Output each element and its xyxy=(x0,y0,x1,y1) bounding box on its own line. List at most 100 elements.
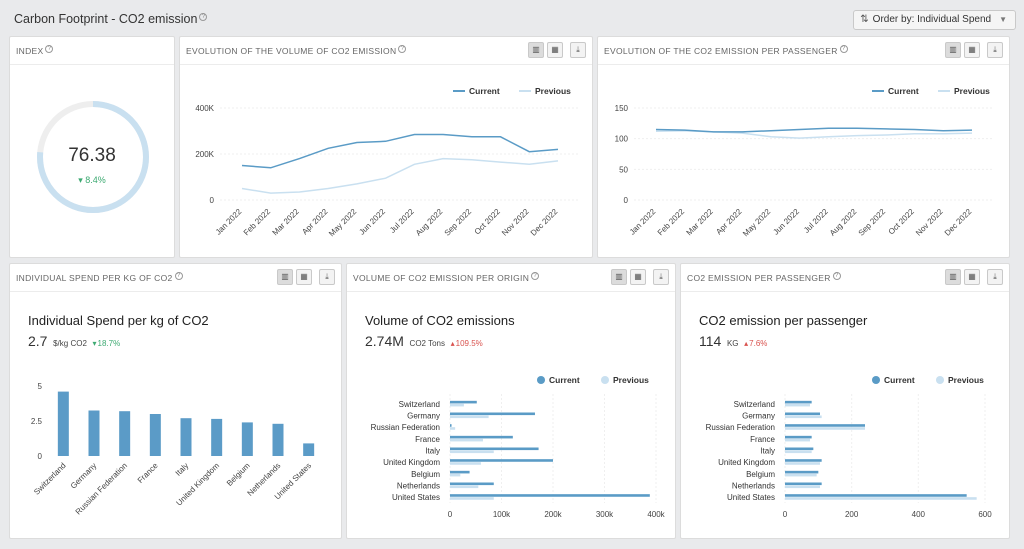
x-tick-label: Jun 2022 xyxy=(357,207,387,237)
x-tick-label: Jun 2022 xyxy=(771,207,801,237)
bar xyxy=(241,422,253,456)
y-tick-label: 2.5 xyxy=(31,417,43,426)
spend-panel: Individual spend per kg of CO2? ▥ ▦ ⤓ In… xyxy=(9,263,342,539)
order-by-label: Order by: Individual Spend xyxy=(872,14,992,25)
table-icon[interactable]: ▦ xyxy=(964,42,980,58)
bar-previous xyxy=(450,438,483,442)
y-tick-label: France xyxy=(415,435,440,444)
help-icon[interactable]: ? xyxy=(832,272,841,280)
bar-previous xyxy=(785,473,817,477)
bar xyxy=(88,410,100,456)
bar-current xyxy=(450,424,452,427)
bar-chart-icon[interactable]: ▥ xyxy=(277,269,293,285)
origin-bar-chart: 0 100k 200k 300k 400k Switzerland Germany Russi… xyxy=(371,375,666,519)
x-tick-label: 600 xyxy=(978,510,992,519)
y-tick-label: 0 xyxy=(624,196,629,205)
y-tick-label: Belgium xyxy=(411,470,440,479)
bar xyxy=(272,423,284,456)
table-icon[interactable]: ▦ xyxy=(547,42,563,58)
bar-current xyxy=(450,400,477,404)
panel-title: Volume of CO2 emission per origin? xyxy=(353,272,540,283)
bar-chart-icon[interactable]: ▥ xyxy=(611,269,627,285)
help-icon[interactable]: ? xyxy=(398,45,407,53)
panel-tools: ▥ ▦ ⤓ xyxy=(528,42,586,58)
download-icon[interactable]: ⤓ xyxy=(987,42,1003,58)
x-tick-label: Feb 2022 xyxy=(242,207,273,238)
x-tick-label: Belgium xyxy=(225,461,252,488)
y-tick-label: United States xyxy=(392,493,440,502)
y-tick-label: United States xyxy=(727,493,775,502)
legend-label-previous: Previous xyxy=(613,375,649,385)
bar-chart-icon[interactable]: ▥ xyxy=(945,269,961,285)
legend-label-previous: Previous xyxy=(954,86,990,96)
y-tick-label: United Kingdom xyxy=(718,458,775,467)
bar-current xyxy=(450,459,553,462)
x-tick-label: Dec 2022 xyxy=(943,207,974,238)
download-icon[interactable]: ⤓ xyxy=(319,269,335,285)
x-tick-label: Sep 2022 xyxy=(857,207,888,238)
chevron-down-icon: ▼ xyxy=(999,15,1007,24)
bar xyxy=(180,418,192,456)
bar-current xyxy=(450,494,650,497)
y-tick-label: Germany xyxy=(407,412,440,421)
passenger-origin-bar-chart: 0 200 400 600 Switzerland Germany Russian Fede… xyxy=(706,375,993,519)
y-tick-label: 5 xyxy=(38,382,43,391)
page-title-text: Carbon Footprint - CO2 emission xyxy=(14,12,198,26)
table-icon[interactable]: ▦ xyxy=(296,269,312,285)
bar-chart-icon[interactable]: ▥ xyxy=(945,42,961,58)
legend-swatch-previous xyxy=(936,376,944,384)
arrow-down-icon: ▾ xyxy=(78,175,86,185)
panel-title: Evolution of the volume of CO2 emission? xyxy=(186,45,407,56)
x-tick-label: 0 xyxy=(783,510,788,519)
bar-current xyxy=(785,400,812,404)
x-tick-label: Aug 2022 xyxy=(414,207,445,238)
y-tick-label: Netherlands xyxy=(732,482,775,491)
order-by-dropdown[interactable]: ⇅ Order by: Individual Spend ▼ xyxy=(853,10,1016,30)
legend-label-previous: Previous xyxy=(948,375,984,385)
kpi-value: 2.74M xyxy=(365,333,404,349)
panel-header: Index? xyxy=(10,37,174,65)
table-icon[interactable]: ▦ xyxy=(630,269,646,285)
panel-title: CO2 emission per passenger? xyxy=(687,272,841,283)
x-tick-label: May 2022 xyxy=(741,207,773,239)
series-line-current xyxy=(655,127,973,133)
bar-chart-icon[interactable]: ▥ xyxy=(528,42,544,58)
panel-title: Evolution of the CO2 emission per passen… xyxy=(604,45,848,56)
spend-kpi: 2.7 $/kg CO2 ▾18.7% xyxy=(28,333,120,349)
spend-heading: Individual Spend per kg of CO2 xyxy=(28,313,209,328)
bar-current xyxy=(785,470,819,474)
bar-previous xyxy=(450,462,481,465)
help-icon[interactable]: ? xyxy=(199,12,208,21)
help-icon[interactable]: ? xyxy=(531,272,540,280)
download-icon[interactable]: ⤓ xyxy=(653,269,669,285)
help-icon[interactable]: ? xyxy=(839,45,848,53)
series-line-previous xyxy=(241,157,559,194)
panel-tools: ▥ ▦ ⤓ xyxy=(945,269,1003,285)
bar-previous xyxy=(785,450,812,454)
page-title: Carbon Footprint - CO2 emission? xyxy=(14,12,208,26)
volume-evolution-panel: Evolution of the volume of CO2 emission?… xyxy=(179,36,593,258)
panel-header: Individual spend per kg of CO2? ▥ ▦ ⤓ xyxy=(10,264,341,292)
bar-current xyxy=(785,482,822,486)
download-icon[interactable]: ⤓ xyxy=(987,269,1003,285)
passenger-heading: CO2 emission per passenger xyxy=(699,313,868,328)
y-tick-label: United Kingdom xyxy=(383,458,440,467)
y-tick-label: Switzerland xyxy=(734,400,775,409)
origin-panel: Volume of CO2 emission per origin? ▥ ▦ ⤓… xyxy=(346,263,676,539)
panel-title: Individual spend per kg of CO2? xyxy=(16,272,183,283)
x-tick-label: Dec 2022 xyxy=(529,207,560,238)
x-tick-label: Jan 2022 xyxy=(214,207,244,237)
kpi-delta: 109.5% xyxy=(455,339,483,348)
table-icon[interactable]: ▦ xyxy=(964,269,980,285)
bar xyxy=(303,443,315,456)
index-gauge xyxy=(37,101,149,213)
help-icon[interactable]: ? xyxy=(174,272,183,280)
x-tick-label: 400 xyxy=(912,510,926,519)
legend-label-current: Current xyxy=(469,86,500,96)
x-tick-label: Feb 2022 xyxy=(656,207,687,238)
panel-header: Volume of CO2 emission per origin? ▥ ▦ ⤓ xyxy=(347,264,675,292)
help-icon[interactable]: ? xyxy=(45,45,54,53)
download-icon[interactable]: ⤓ xyxy=(570,42,586,58)
y-tick-label: 400K xyxy=(195,104,214,113)
